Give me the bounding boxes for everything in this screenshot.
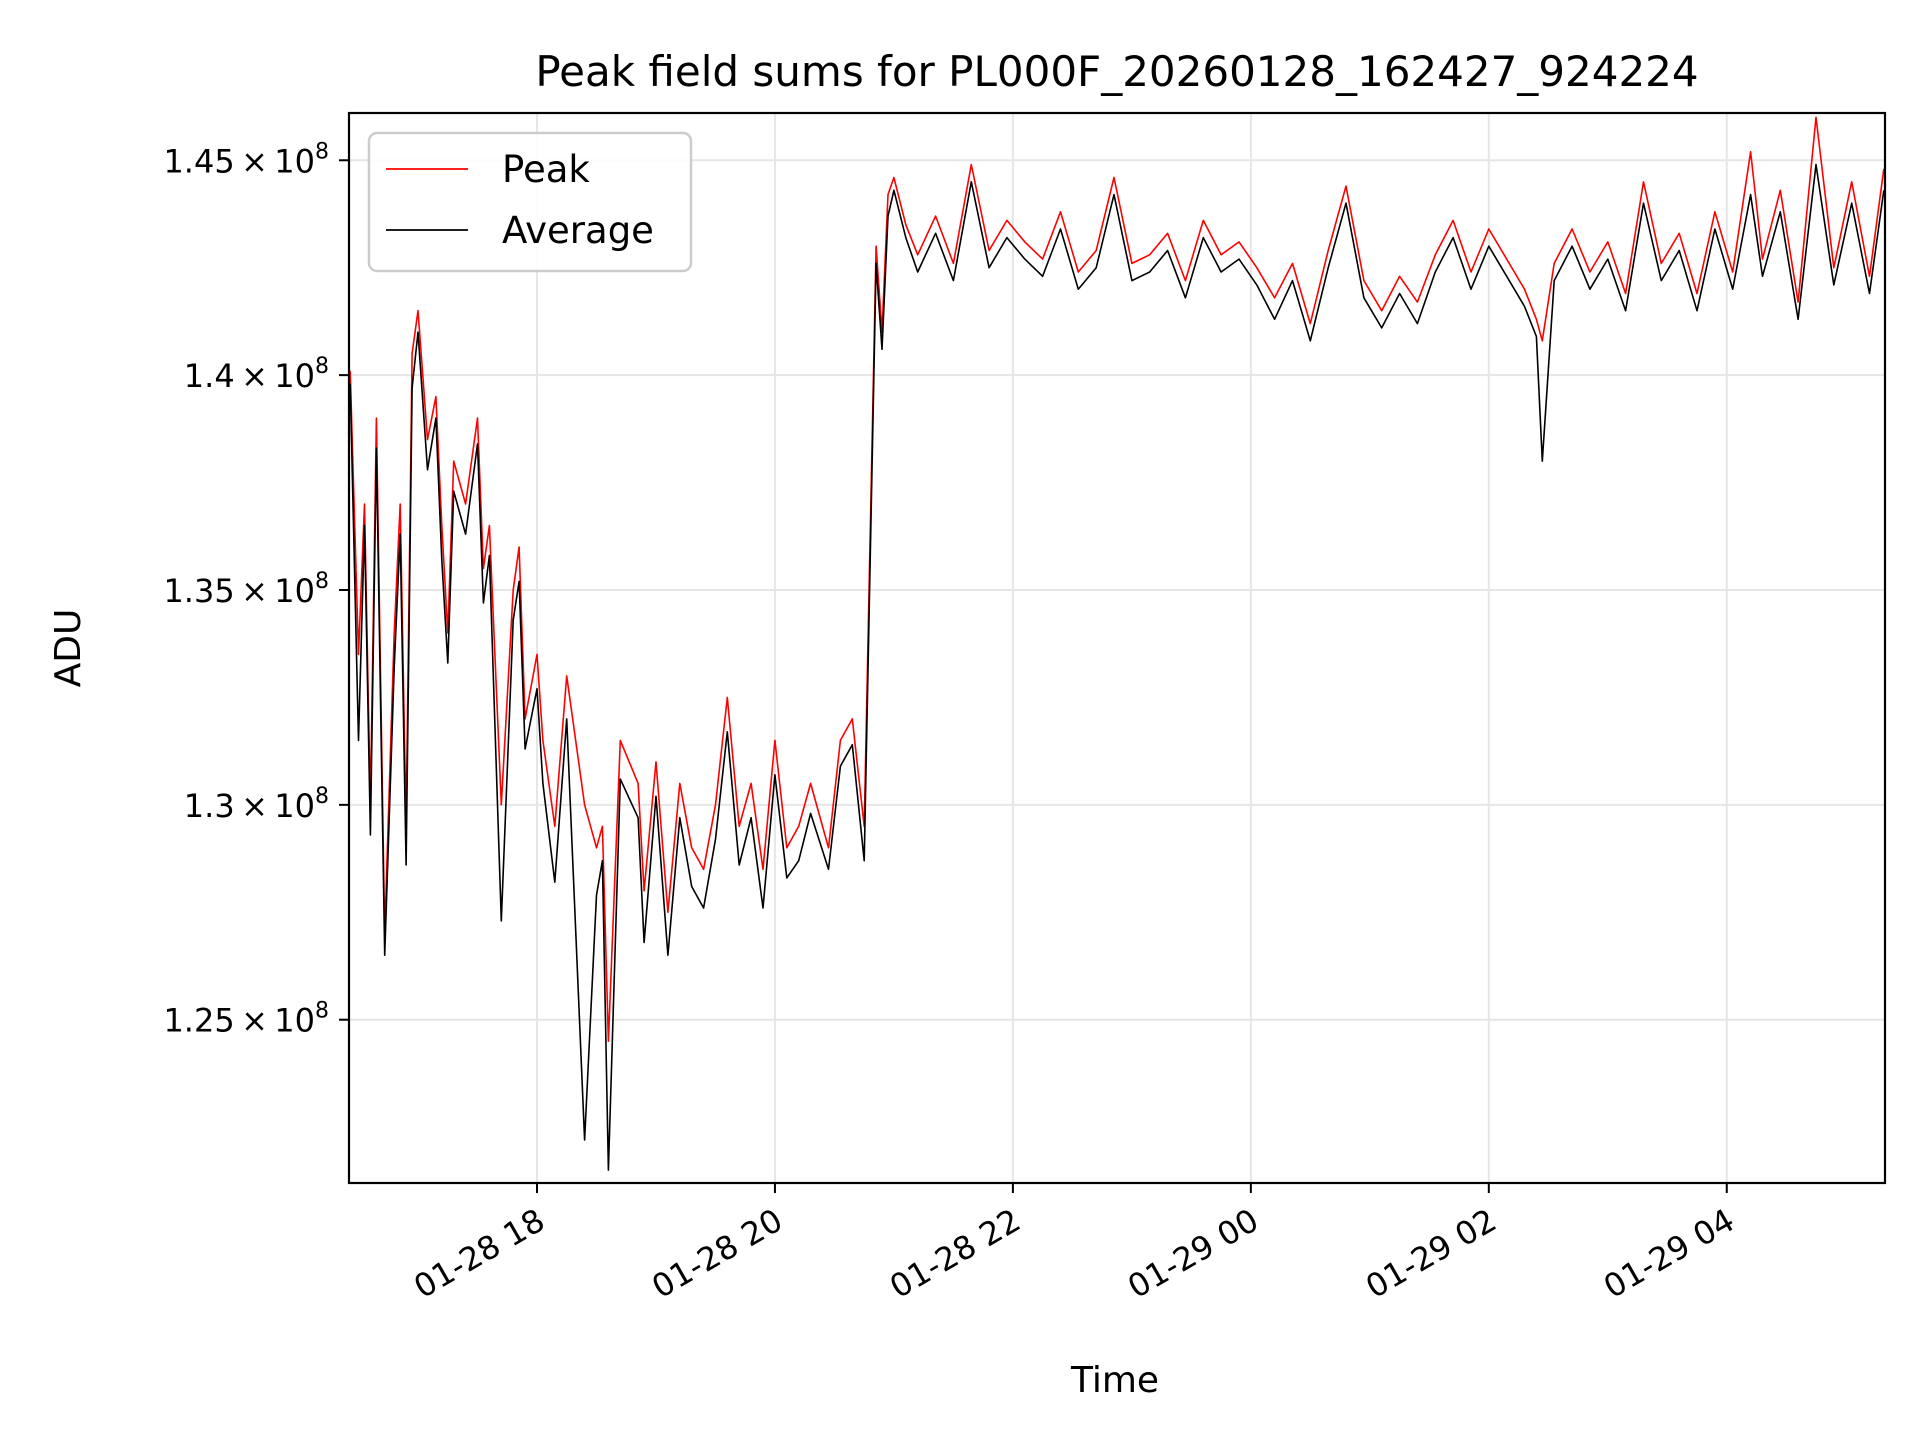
y-tick-base: × 10 [235,1002,315,1040]
x-axis-label: Time [1070,1360,1159,1401]
legend-peak-label: Peak [502,148,590,191]
y-tick-exponent: 8 [315,354,329,379]
y-tick-base: × 10 [235,142,315,180]
y-tick-base: × 10 [235,572,315,610]
y-tick-exponent: 8 [315,139,329,164]
series-line-peak [349,116,1885,1042]
y-tick-mantissa: 1.25 [163,1002,234,1040]
y-tick-exponent: 8 [315,569,329,594]
series-group [349,116,1885,1171]
legend-average-label: Average [502,209,654,252]
y-tick-mantissa: 1.45 [163,142,234,180]
y-tick-exponent: 8 [315,999,329,1024]
y-tick-label: 1.25 × 108 [163,999,329,1040]
y-tick-label: 1.3 × 108 [184,784,329,825]
y-tick-exponent: 8 [315,784,329,809]
plot-frame [347,111,1887,1185]
y-tick-label: 1.45 × 108 [163,139,329,180]
y-tick-mantissa: 1.4 [184,357,235,395]
y-tick-label: 1.4 × 108 [184,354,329,395]
series-line-average [349,163,1885,1171]
legend-box [367,131,693,273]
y-axis-label: ADU [48,609,89,688]
y-tick-base: × 10 [235,357,315,395]
chart-title: Peak field sums for PL000F_20260128_1624… [535,47,1698,96]
y-tick-mantissa: 1.35 [163,572,234,610]
y-tick-label: 1.35 × 108 [163,569,329,610]
y-tick-base: × 10 [235,787,315,825]
y-tick-mantissa: 1.3 [184,787,235,825]
legend: Peak Average [367,131,693,273]
